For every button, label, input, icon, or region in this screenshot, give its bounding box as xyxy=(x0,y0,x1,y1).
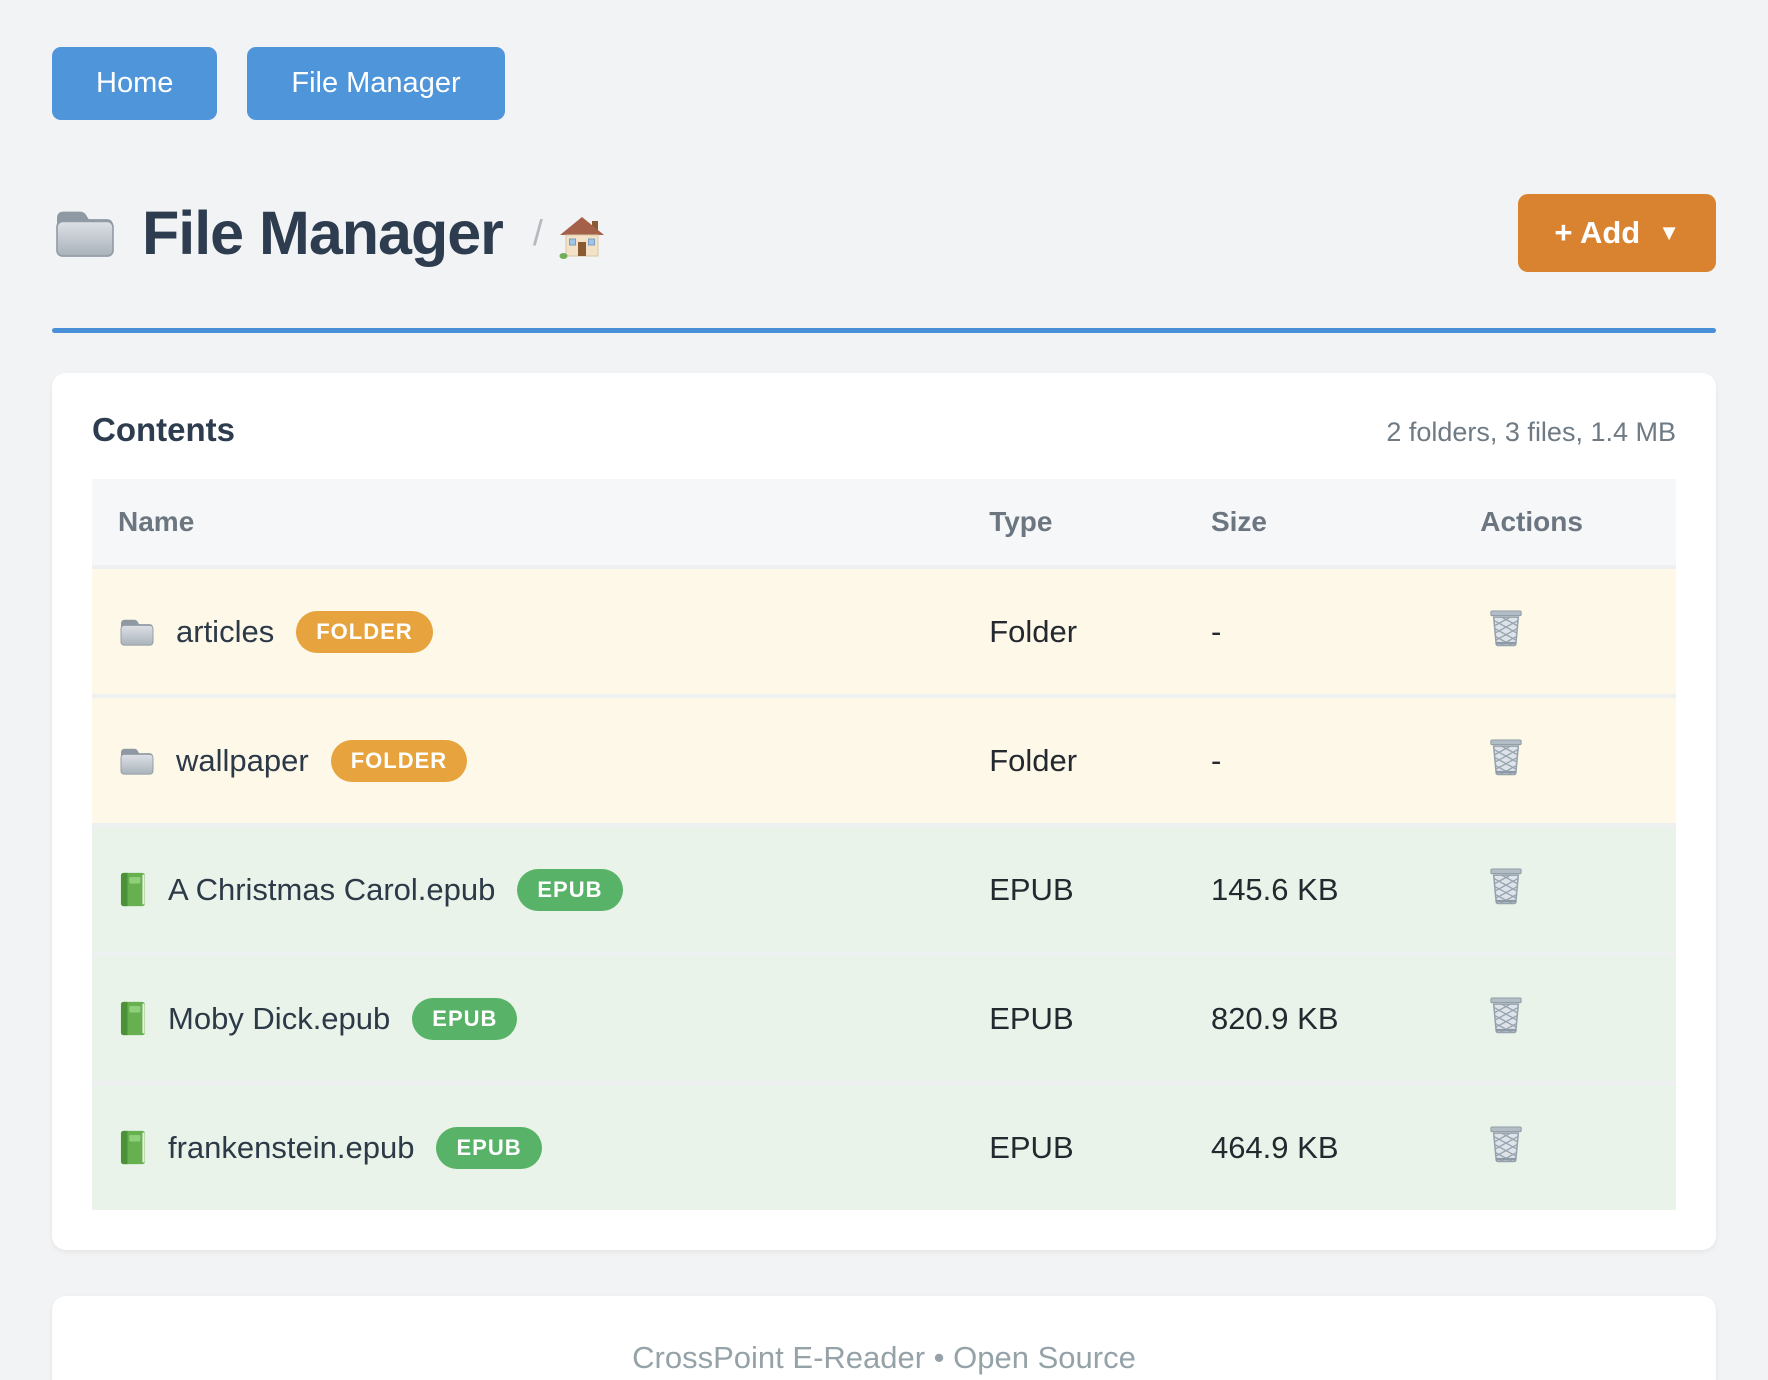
file-link[interactable]: wallpaper xyxy=(176,742,309,778)
file-size: - xyxy=(1184,565,1455,696)
file-type: Folder xyxy=(963,694,1185,825)
file-size: 145.6 KB xyxy=(1184,823,1455,954)
page-title: File Manager xyxy=(142,199,504,267)
breadcrumb-separator: / xyxy=(532,212,543,253)
file-type: EPUB xyxy=(963,823,1185,954)
footer-text: CrossPoint E-Reader • Open Source xyxy=(632,1340,1136,1375)
name-cell: articles FOLDER xyxy=(92,565,964,696)
file-link[interactable]: Moby Dick.epub xyxy=(168,1000,391,1036)
caret-down-icon: ▼ xyxy=(1658,220,1680,245)
name-cell: frankenstein.epub EPUB xyxy=(92,1081,964,1210)
type-badge: EPUB xyxy=(436,1126,542,1169)
footer: CrossPoint E-Reader • Open Source xyxy=(52,1296,1716,1380)
delete-button[interactable] xyxy=(1488,865,1524,906)
delete-button[interactable] xyxy=(1488,607,1524,648)
column-header-type: Type xyxy=(963,479,1185,567)
book-icon xyxy=(118,871,148,908)
trash-icon xyxy=(1488,865,1524,906)
table-row: frankenstein.epub EPUB EPUB 464.9 KB xyxy=(92,1081,1676,1210)
file-type: EPUB xyxy=(963,1081,1185,1210)
column-header-size: Size xyxy=(1184,479,1455,567)
file-size: 820.9 KB xyxy=(1184,952,1455,1083)
file-manager-button[interactable]: File Manager xyxy=(247,47,505,120)
house-icon[interactable] xyxy=(559,215,605,259)
actions-cell xyxy=(1454,565,1676,696)
actions-cell xyxy=(1454,1081,1676,1210)
trash-icon xyxy=(1488,1123,1524,1164)
file-link[interactable]: articles xyxy=(176,613,275,649)
delete-button[interactable] xyxy=(1488,736,1524,777)
column-header-actions: Actions xyxy=(1454,479,1676,567)
contents-summary: 2 folders, 3 files, 1.4 MB xyxy=(1386,417,1676,447)
trash-icon xyxy=(1488,736,1524,777)
delete-button[interactable] xyxy=(1488,994,1524,1035)
book-icon xyxy=(118,1129,148,1166)
contents-card: Contents 2 folders, 3 files, 1.4 MB Name… xyxy=(52,373,1716,1250)
type-badge: EPUB xyxy=(412,997,518,1040)
type-badge: FOLDER xyxy=(330,739,468,782)
breadcrumb-nav: Home File Manager xyxy=(52,47,1716,120)
add-button-label: + Add xyxy=(1554,215,1641,250)
name-cell: Moby Dick.epub EPUB xyxy=(92,952,964,1083)
table-header-row: Name Type Size Actions xyxy=(92,479,1676,567)
actions-cell xyxy=(1454,952,1676,1083)
actions-cell xyxy=(1454,823,1676,954)
actions-cell xyxy=(1454,694,1676,825)
name-cell: wallpaper FOLDER xyxy=(92,694,964,825)
trash-icon xyxy=(1488,994,1524,1035)
contents-heading: Contents xyxy=(92,411,235,448)
files-table-body: articles FOLDER Folder - wallpaper xyxy=(92,565,1676,1210)
book-icon xyxy=(118,1000,148,1037)
table-row: Moby Dick.epub EPUB EPUB 820.9 KB xyxy=(92,952,1676,1083)
page-header: File Manager / + Add ▼ xyxy=(52,194,1716,272)
table-row: articles FOLDER Folder - xyxy=(92,565,1676,696)
folder-icon xyxy=(118,616,156,648)
divider xyxy=(52,328,1716,333)
file-size: 464.9 KB xyxy=(1184,1081,1455,1210)
files-table: Name Type Size Actions articles FOLDER F… xyxy=(92,479,1676,1210)
type-badge: FOLDER xyxy=(296,610,433,653)
file-type: EPUB xyxy=(963,952,1185,1083)
folder-icon xyxy=(52,205,118,261)
delete-button[interactable] xyxy=(1488,1123,1524,1164)
folder-icon xyxy=(118,745,156,777)
file-link[interactable]: frankenstein.epub xyxy=(168,1129,415,1165)
file-link[interactable]: A Christmas Carol.epub xyxy=(168,871,496,907)
type-badge: EPUB xyxy=(517,868,623,911)
trash-icon xyxy=(1488,607,1524,648)
add-button[interactable]: + Add ▼ xyxy=(1518,194,1716,272)
name-cell: A Christmas Carol.epub EPUB xyxy=(92,823,964,954)
table-row: wallpaper FOLDER Folder - xyxy=(92,694,1676,825)
home-button[interactable]: Home xyxy=(52,47,218,120)
table-row: A Christmas Carol.epub EPUB EPUB 145.6 K… xyxy=(92,823,1676,954)
file-type: Folder xyxy=(963,565,1185,696)
column-header-name: Name xyxy=(92,479,964,567)
file-size: - xyxy=(1184,694,1455,825)
